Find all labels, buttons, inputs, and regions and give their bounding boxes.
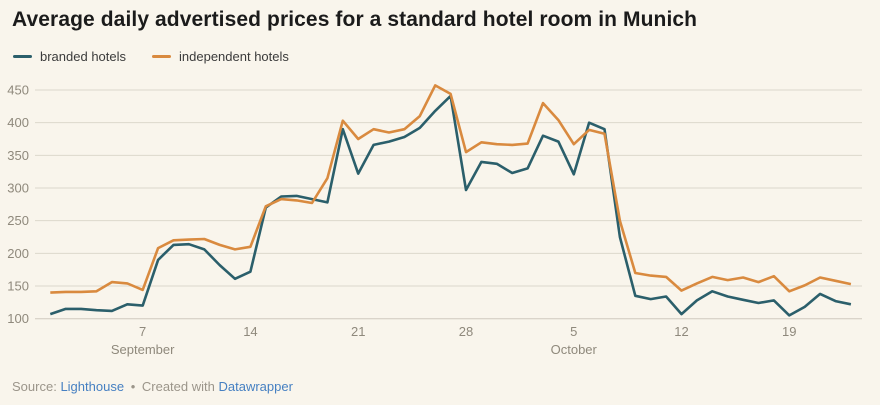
y-tick-label-400: 400 <box>7 115 29 130</box>
x-tick-label-7: 7 <box>139 324 146 339</box>
y-tick-label-250: 250 <box>7 213 29 228</box>
y-tick-label-200: 200 <box>7 246 29 261</box>
y-tick-label-150: 150 <box>7 279 29 294</box>
month-label-october: October <box>551 342 598 357</box>
legend-item-independent: independent hotels <box>152 49 289 64</box>
page-title: Average daily advertised prices for a st… <box>12 8 698 31</box>
x-tick-label-28: 28 <box>459 324 473 339</box>
y-tick-label-350: 350 <box>7 148 29 163</box>
y-tick-label-300: 300 <box>7 181 29 196</box>
independent-hotels-line <box>50 84 852 294</box>
source-link[interactable]: Lighthouse <box>60 379 125 394</box>
legend: branded hotels independent hotels <box>13 49 289 64</box>
independent-line-swatch <box>152 55 172 58</box>
created-with-text: Created with <box>141 379 215 394</box>
legend-item-branded: branded hotels <box>13 49 126 64</box>
x-tick-label-21: 21 <box>351 324 365 339</box>
source-label: Source: <box>12 379 57 394</box>
footer-separator: • <box>130 379 136 394</box>
y-tick-label-450: 450 <box>7 82 29 97</box>
branded-line-swatch <box>13 55 32 58</box>
x-tick-label-19: 19 <box>782 324 796 339</box>
x-tick-label-14: 14 <box>243 324 257 339</box>
chart-footer: Source: Lighthouse • Created with Datawr… <box>12 379 293 394</box>
x-tick-label-5: 5 <box>570 324 577 339</box>
line-chart: 100 150 200 250 300 350 400 450 7 September 14 21 28… <box>7 82 862 357</box>
datawrapper-link[interactable]: Datawrapper <box>218 379 293 394</box>
month-label-september: September <box>111 342 175 357</box>
y-tick-label-100: 100 <box>7 311 29 326</box>
x-tick-label-12: 12 <box>674 324 688 339</box>
legend-label-independent: independent hotels <box>179 49 289 64</box>
legend-label-branded: branded hotels <box>40 49 127 64</box>
branded-hotels-line <box>49 94 852 317</box>
